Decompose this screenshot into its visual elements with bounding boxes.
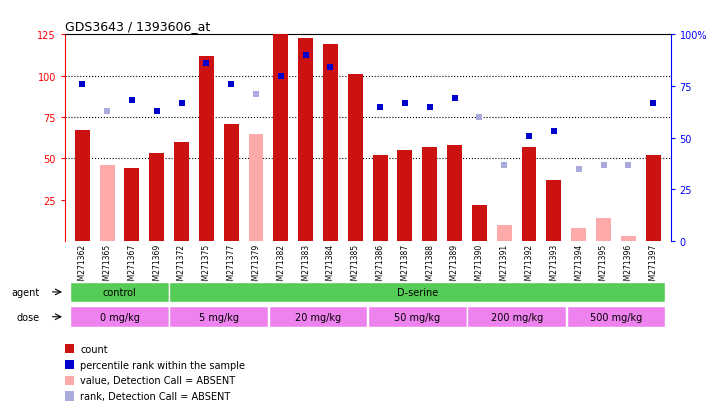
Text: rank, Detection Call = ABSENT: rank, Detection Call = ABSENT (80, 391, 230, 401)
Bar (273, 35, 288, 242)
Point (200, 61, 212, 67)
Bar (99, 166, 115, 242)
Text: value, Detection Call = ABSENT: value, Detection Call = ABSENT (80, 375, 235, 385)
Point (300, 52, 311, 59)
Bar (70, 307, 169, 327)
Point (498, 162, 510, 169)
Text: GDS3643 / 1393606_at: GDS3643 / 1393606_at (65, 19, 210, 33)
Bar (571, 228, 586, 242)
Point (76, 81, 88, 88)
Point (176, 100, 187, 107)
Text: dose: dose (17, 312, 40, 322)
Text: 0 mg/kg: 0 mg/kg (99, 312, 139, 322)
Point (250, 92, 262, 98)
Point (374, 104, 386, 111)
Point (102, 108, 113, 115)
Bar (646, 156, 660, 242)
Bar (497, 225, 512, 242)
Point (399, 100, 411, 107)
Bar (521, 147, 536, 242)
Point (523, 133, 535, 140)
Bar (169, 282, 665, 302)
Text: 50 mg/kg: 50 mg/kg (394, 312, 441, 322)
Bar (447, 146, 462, 242)
Point (324, 65, 336, 71)
Bar (70, 282, 169, 302)
Point (448, 96, 460, 102)
Bar (149, 154, 164, 242)
Bar (472, 205, 487, 242)
Bar (269, 307, 368, 327)
Bar (567, 307, 665, 327)
Point (598, 162, 609, 169)
Bar (323, 45, 338, 242)
Text: agent: agent (12, 287, 40, 297)
Bar (621, 237, 636, 242)
Point (573, 166, 585, 173)
Text: percentile rank within the sample: percentile rank within the sample (80, 360, 245, 370)
Point (548, 129, 559, 135)
Bar (467, 307, 566, 327)
Point (151, 108, 162, 115)
Bar (348, 75, 363, 242)
Text: 20 mg/kg: 20 mg/kg (295, 312, 341, 322)
Text: control: control (102, 287, 136, 297)
Point (622, 162, 634, 169)
Point (647, 100, 659, 107)
Point (126, 98, 138, 104)
Text: 5 mg/kg: 5 mg/kg (199, 312, 239, 322)
Bar (397, 151, 412, 242)
Bar (169, 307, 268, 327)
Point (226, 81, 237, 88)
Bar (547, 180, 562, 242)
Text: 200 mg/kg: 200 mg/kg (490, 312, 543, 322)
Bar (596, 218, 611, 242)
Text: D-serine: D-serine (397, 287, 438, 297)
Bar (75, 131, 89, 242)
Bar (125, 169, 139, 242)
Bar (423, 147, 437, 242)
Bar (298, 38, 313, 242)
Text: 500 mg/kg: 500 mg/kg (590, 312, 642, 322)
Bar (199, 57, 214, 242)
Bar (224, 124, 239, 242)
Bar (249, 134, 263, 242)
Point (275, 73, 287, 80)
Point (424, 104, 435, 111)
Bar (368, 307, 466, 327)
Bar (373, 156, 388, 242)
Point (474, 114, 485, 121)
Bar (174, 142, 189, 242)
Text: count: count (80, 344, 107, 354)
